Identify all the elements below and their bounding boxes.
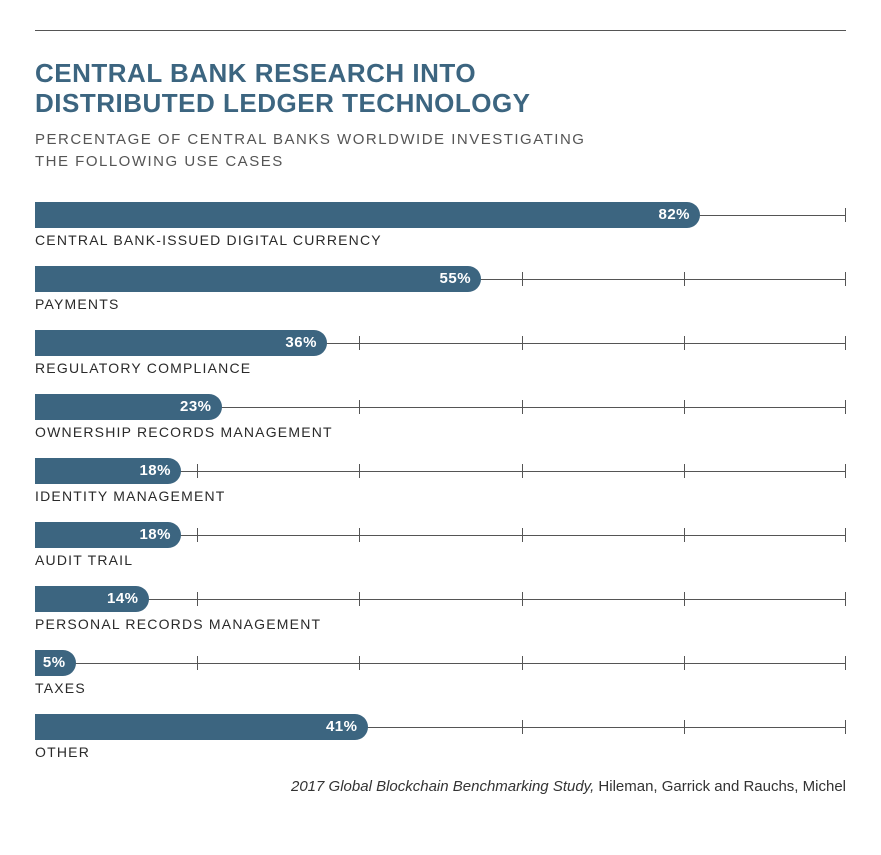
axis-tick: [359, 656, 360, 670]
axis-tick: [684, 464, 685, 478]
bar-label: PAYMENTS: [35, 296, 846, 312]
bar-value: 18%: [139, 526, 171, 543]
axis-tick: [684, 400, 685, 414]
axis-tick: [845, 592, 846, 606]
title-line-2: DISTRIBUTED LEDGER TECHNOLOGY: [35, 88, 531, 118]
axis-tick: [845, 464, 846, 478]
bar: 18%: [35, 522, 181, 548]
source-citation: 2017 Global Blockchain Benchmarking Stud…: [35, 778, 846, 795]
axis-tick: [845, 272, 846, 286]
axis-tick: [197, 592, 198, 606]
axis-tick: [845, 400, 846, 414]
bar: 55%: [35, 266, 481, 292]
axis-tick: [522, 464, 523, 478]
axis-tick: [197, 656, 198, 670]
chart-row: 18% IDENTITY MANAGEMENT: [35, 458, 846, 504]
bar-value: 23%: [180, 398, 212, 415]
axis-tick: [359, 528, 360, 542]
bar-track: 82%: [35, 202, 846, 228]
axis-tick: [522, 528, 523, 542]
axis-tick: [845, 528, 846, 542]
axis-tick: [197, 464, 198, 478]
bar: 23%: [35, 394, 222, 420]
bar-track: 18%: [35, 458, 846, 484]
bar-value: 36%: [285, 334, 317, 351]
source-title: 2017 Global Blockchain Benchmarking Stud…: [291, 778, 594, 795]
bar: 82%: [35, 202, 700, 228]
bar: 36%: [35, 330, 327, 356]
bar-label: PERSONAL RECORDS MANAGEMENT: [35, 616, 846, 632]
bar-track: 14%: [35, 586, 846, 612]
bar-track: 23%: [35, 394, 846, 420]
axis-tick: [522, 272, 523, 286]
axis-tick: [845, 336, 846, 350]
bar-value: 82%: [658, 206, 690, 223]
bar: 41%: [35, 714, 368, 740]
bar-track: 18%: [35, 522, 846, 548]
bar: 5%: [35, 650, 76, 676]
axis-tick: [684, 592, 685, 606]
axis-tick: [522, 720, 523, 734]
chart-subtitle: PERCENTAGE OF CENTRAL BANKS WORLDWIDE IN…: [35, 129, 846, 174]
bar-label: AUDIT TRAIL: [35, 552, 846, 568]
bar-track: 55%: [35, 266, 846, 292]
bar-value: 41%: [326, 718, 358, 735]
axis-tick: [845, 656, 846, 670]
axis-tick: [359, 592, 360, 606]
chart-row: 55% PAYMENTS: [35, 266, 846, 312]
bar-label: CENTRAL BANK-ISSUED DIGITAL CURRENCY: [35, 232, 846, 248]
bar-label: OTHER: [35, 744, 846, 760]
axis-line: [35, 599, 846, 600]
bar-value: 14%: [107, 590, 139, 607]
chart-row: 82% CENTRAL BANK-ISSUED DIGITAL CURRENCY: [35, 202, 846, 248]
bar-track: 36%: [35, 330, 846, 356]
chart-title: CENTRAL BANK RESEARCH INTO DISTRIBUTED L…: [35, 59, 846, 119]
bar-label: IDENTITY MANAGEMENT: [35, 488, 846, 504]
axis-tick: [684, 272, 685, 286]
bar-label: REGULATORY COMPLIANCE: [35, 360, 846, 376]
axis-tick: [845, 208, 846, 222]
bar-value: 18%: [139, 462, 171, 479]
axis-tick: [684, 720, 685, 734]
bar: 18%: [35, 458, 181, 484]
axis-tick: [522, 656, 523, 670]
axis-tick: [359, 464, 360, 478]
axis-tick: [359, 336, 360, 350]
axis-tick: [522, 592, 523, 606]
top-rule: [35, 30, 846, 31]
title-line-1: CENTRAL BANK RESEARCH INTO: [35, 58, 476, 88]
chart-row: 5% TAXES: [35, 650, 846, 696]
axis-line: [35, 663, 846, 664]
chart-row: 14% PERSONAL RECORDS MANAGEMENT: [35, 586, 846, 632]
axis-tick: [197, 528, 198, 542]
axis-tick: [359, 400, 360, 414]
bar-label: TAXES: [35, 680, 846, 696]
chart-row: 23% OWNERSHIP RECORDS MANAGEMENT: [35, 394, 846, 440]
bar-chart: 82% CENTRAL BANK-ISSUED DIGITAL CURRENCY 5…: [35, 202, 846, 760]
axis-tick: [684, 656, 685, 670]
axis-tick: [684, 336, 685, 350]
bar-track: 5%: [35, 650, 846, 676]
axis-tick: [522, 400, 523, 414]
bar: 14%: [35, 586, 149, 612]
bar-track: 41%: [35, 714, 846, 740]
chart-row: 18% AUDIT TRAIL: [35, 522, 846, 568]
chart-row: 36% REGULATORY COMPLIANCE: [35, 330, 846, 376]
axis-tick: [684, 528, 685, 542]
chart-row: 41% OTHER: [35, 714, 846, 760]
subtitle-line-2: THE FOLLOWING USE CASES: [35, 153, 284, 170]
axis-tick: [845, 720, 846, 734]
axis-tick: [522, 336, 523, 350]
subtitle-line-1: PERCENTAGE OF CENTRAL BANKS WORLDWIDE IN…: [35, 131, 585, 148]
bar-value: 5%: [43, 654, 66, 671]
bar-label: OWNERSHIP RECORDS MANAGEMENT: [35, 424, 846, 440]
bar-value: 55%: [440, 270, 472, 287]
source-authors: Hileman, Garrick and Rauchs, Michel: [594, 778, 846, 795]
